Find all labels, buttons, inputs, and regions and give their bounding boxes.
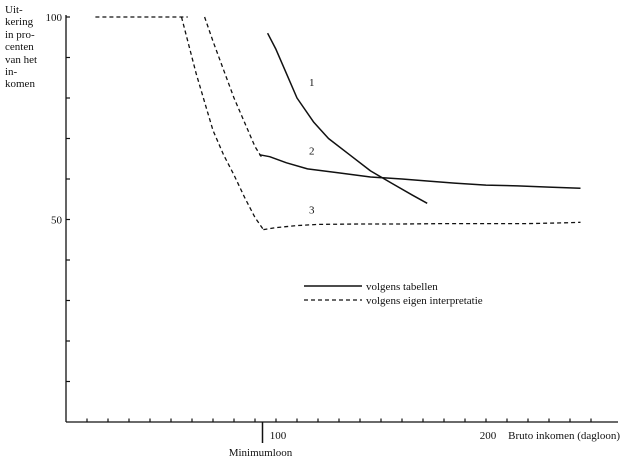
legend-label-dashed: volgens eigen interpretatie <box>366 295 483 307</box>
curve-label-3: 3 <box>309 204 315 216</box>
y-tick-label: 100 <box>46 12 63 24</box>
minimumloon-label: Minimumloon <box>229 447 293 459</box>
legend: volgens tabellen volgens eigen interpreta… <box>304 281 483 307</box>
dashed-series-line-6 <box>263 222 580 229</box>
axes: 100 50 100 200 Minimumloon Bruto inkomen (dag… <box>46 12 621 459</box>
y-tick-label: 50 <box>51 215 63 227</box>
labels-layer: 1 2 3 <box>309 77 315 217</box>
dashed-series-line-4 <box>182 17 264 230</box>
solid-series-line-1 <box>268 33 428 203</box>
curve-label-2: 2 <box>309 146 315 158</box>
curve-label-1: 1 <box>309 77 315 89</box>
x-tick-label: 100 <box>270 430 287 442</box>
x-tick-label: 200 <box>480 430 497 442</box>
solid-series-line-2 <box>259 155 580 189</box>
legend-label-solid: volgens tabellen <box>366 281 438 293</box>
dashed-series-line-5 <box>205 17 262 157</box>
series-layer <box>95 17 580 230</box>
x-axis-label: Bruto inkomen (dagloon) <box>508 430 620 442</box>
